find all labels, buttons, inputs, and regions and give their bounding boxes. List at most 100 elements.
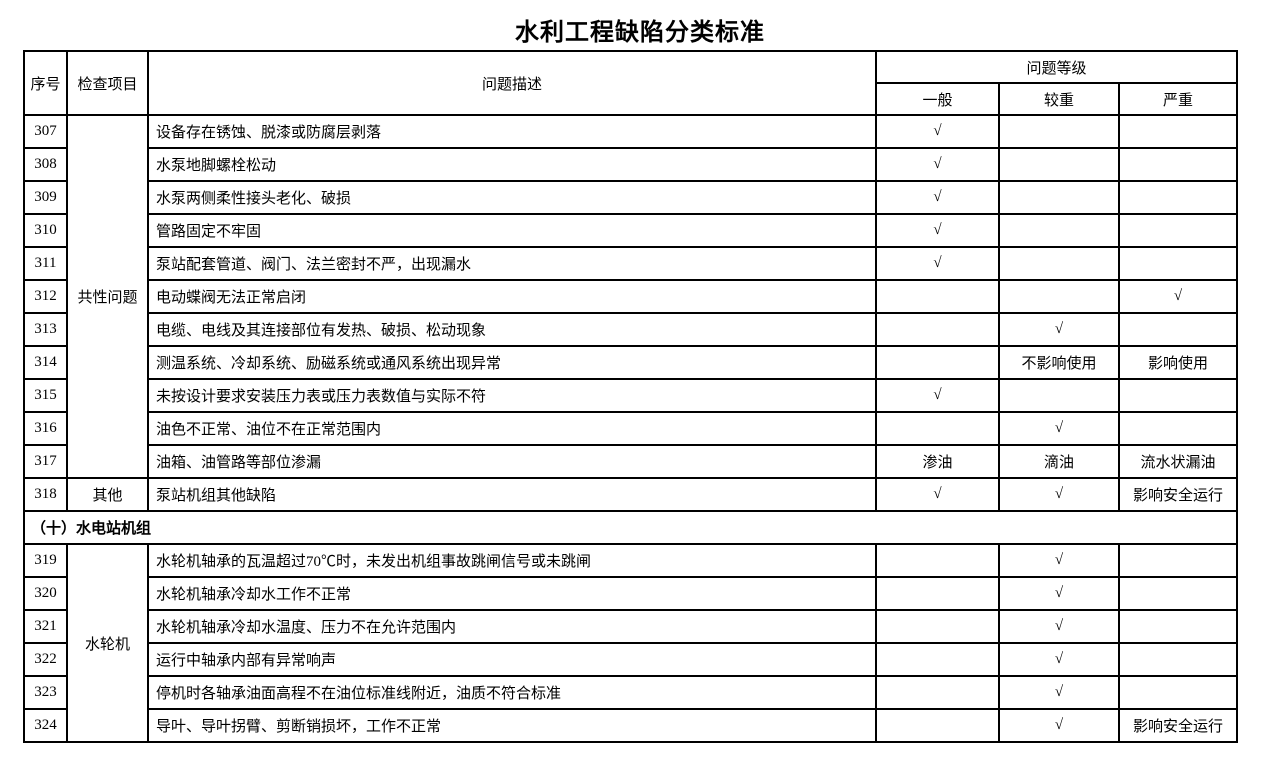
grade-cell-severe: 影响安全运行 xyxy=(1118,477,1238,512)
grade-cell-general xyxy=(875,708,1000,743)
grade-cell-moderate: √ xyxy=(998,642,1120,677)
grade-cell-general: √ xyxy=(875,246,1000,281)
table-row: 317 油箱、油管路等部位渗漏 渗油 滴油 流水状漏油 xyxy=(23,444,1238,479)
grade-cell-general xyxy=(875,543,1000,578)
row-description: 测温系统、冷却系统、励磁系统或通风系统出现异常 xyxy=(147,345,877,380)
table-row: 318 其他 泵站机组其他缺陷 √ √ 影响安全运行 xyxy=(23,477,1238,512)
row-description: 设备存在锈蚀、脱漆或防腐层剥落 xyxy=(147,114,877,149)
row-serial: 320 xyxy=(23,576,68,611)
col-header-grade-moderate: 较重 xyxy=(998,82,1120,116)
row-serial: 314 xyxy=(23,345,68,380)
grade-cell-general: √ xyxy=(875,114,1000,149)
grade-cell-severe xyxy=(1118,543,1238,578)
group-cell-other: 其他 xyxy=(66,477,149,512)
row-serial: 307 xyxy=(23,114,68,149)
grade-cell-severe xyxy=(1118,642,1238,677)
grade-cell-severe xyxy=(1118,675,1238,710)
grade-cell-severe xyxy=(1118,609,1238,644)
row-serial: 323 xyxy=(23,675,68,710)
row-description: 电动蝶阀无法正常启闭 xyxy=(147,279,877,314)
row-description: 电缆、电线及其连接部位有发热、破损、松动现象 xyxy=(147,312,877,347)
grade-cell-moderate: √ xyxy=(998,411,1120,446)
col-header-serial: 序号 xyxy=(23,50,68,116)
table-row: 322 运行中轴承内部有异常响声 √ xyxy=(23,642,1238,677)
grade-cell-general xyxy=(875,609,1000,644)
row-description: 油色不正常、油位不在正常范围内 xyxy=(147,411,877,446)
row-serial: 316 xyxy=(23,411,68,446)
col-header-grade-general: 一般 xyxy=(875,82,1000,116)
grade-cell-severe xyxy=(1118,246,1238,281)
table-row: 310 管路固定不牢固 √ xyxy=(23,213,1238,248)
row-description: 导叶、导叶拐臂、剪断销损坏，工作不正常 xyxy=(147,708,877,743)
grade-cell-moderate: √ xyxy=(998,477,1120,512)
col-header-description: 问题描述 xyxy=(147,50,877,116)
grade-cell-general: √ xyxy=(875,180,1000,215)
row-description: 运行中轴承内部有异常响声 xyxy=(147,642,877,677)
grade-cell-moderate: √ xyxy=(998,708,1120,743)
row-description: 水轮机轴承冷却水温度、压力不在允许范围内 xyxy=(147,609,877,644)
grade-cell-moderate xyxy=(998,180,1120,215)
table-row: 314 测温系统、冷却系统、励磁系统或通风系统出现异常 不影响使用 影响使用 xyxy=(23,345,1238,380)
row-serial: 319 xyxy=(23,543,68,578)
row-description: 泵站配套管道、阀门、法兰密封不严，出现漏水 xyxy=(147,246,877,281)
grade-cell-general xyxy=(875,312,1000,347)
table-row: 316 油色不正常、油位不在正常范围内 √ xyxy=(23,411,1238,446)
grade-cell-severe xyxy=(1118,213,1238,248)
grade-cell-general: √ xyxy=(875,213,1000,248)
grade-cell-general xyxy=(875,675,1000,710)
row-description: 水泵地脚螺栓松动 xyxy=(147,147,877,182)
row-serial: 311 xyxy=(23,246,68,281)
grade-cell-moderate xyxy=(998,246,1120,281)
table-row: 308 水泵地脚螺栓松动 √ xyxy=(23,147,1238,182)
row-description: 水泵两侧柔性接头老化、破损 xyxy=(147,180,877,215)
grade-cell-severe xyxy=(1118,378,1238,413)
col-header-grade: 问题等级 xyxy=(875,50,1238,84)
grade-cell-moderate xyxy=(998,114,1120,149)
grade-cell-general xyxy=(875,345,1000,380)
row-serial: 317 xyxy=(23,444,68,479)
grade-cell-severe xyxy=(1118,312,1238,347)
row-serial: 309 xyxy=(23,180,68,215)
grade-cell-general xyxy=(875,279,1000,314)
grade-cell-general: √ xyxy=(875,477,1000,512)
table-row: 321 水轮机轴承冷却水温度、压力不在允许范围内 √ xyxy=(23,609,1238,644)
grade-cell-general: √ xyxy=(875,378,1000,413)
grade-cell-moderate: √ xyxy=(998,675,1120,710)
row-serial: 315 xyxy=(23,378,68,413)
grade-cell-moderate: √ xyxy=(998,576,1120,611)
table-row: 311 泵站配套管道、阀门、法兰密封不严，出现漏水 √ xyxy=(23,246,1238,281)
table-row: 315 未按设计要求安装压力表或压力表数值与实际不符 √ xyxy=(23,378,1238,413)
row-serial: 324 xyxy=(23,708,68,743)
table-row: 320 水轮机轴承冷却水工作不正常 √ xyxy=(23,576,1238,611)
row-description: 泵站机组其他缺陷 xyxy=(147,477,877,512)
col-header-item: 检查项目 xyxy=(66,50,149,116)
grade-cell-moderate xyxy=(998,378,1120,413)
grade-cell-severe xyxy=(1118,411,1238,446)
grade-cell-severe xyxy=(1118,114,1238,149)
grade-cell-moderate: 滴油 xyxy=(998,444,1120,479)
row-serial: 312 xyxy=(23,279,68,314)
grade-cell-moderate: 不影响使用 xyxy=(998,345,1120,380)
grade-cell-severe: 流水状漏油 xyxy=(1118,444,1238,479)
row-description: 水轮机轴承的瓦温超过70℃时，未发出机组事故跳闸信号或未跳闸 xyxy=(147,543,877,578)
grade-cell-general: 渗油 xyxy=(875,444,1000,479)
defect-classification-table: 序号 检查项目 问题描述 问题等级 一般 较重 严重 307 共性问题 设备存在… xyxy=(23,50,1238,743)
table-row: 312 电动蝶阀无法正常启闭 √ xyxy=(23,279,1238,314)
group-cell-turbine: 水轮机 xyxy=(66,543,149,743)
row-serial: 313 xyxy=(23,312,68,347)
table-row: 309 水泵两侧柔性接头老化、破损 √ xyxy=(23,180,1238,215)
section-header-row: （十）水电站机组 xyxy=(23,510,1238,545)
row-description: 水轮机轴承冷却水工作不正常 xyxy=(147,576,877,611)
row-serial: 321 xyxy=(23,609,68,644)
header-row-2: 一般 较重 严重 xyxy=(24,82,1238,116)
grade-cell-general xyxy=(875,411,1000,446)
col-header-grade-severe: 严重 xyxy=(1118,82,1238,116)
header-row-1: 序号 检查项目 问题描述 问题等级 xyxy=(23,50,1238,116)
grade-cell-severe xyxy=(1118,576,1238,611)
page-title: 水利工程缺陷分类标准 xyxy=(515,19,765,46)
grade-cell-severe xyxy=(1118,180,1238,215)
grade-cell-severe: 影响安全运行 xyxy=(1118,708,1238,743)
row-description: 管路固定不牢固 xyxy=(147,213,877,248)
grade-cell-moderate xyxy=(998,147,1120,182)
